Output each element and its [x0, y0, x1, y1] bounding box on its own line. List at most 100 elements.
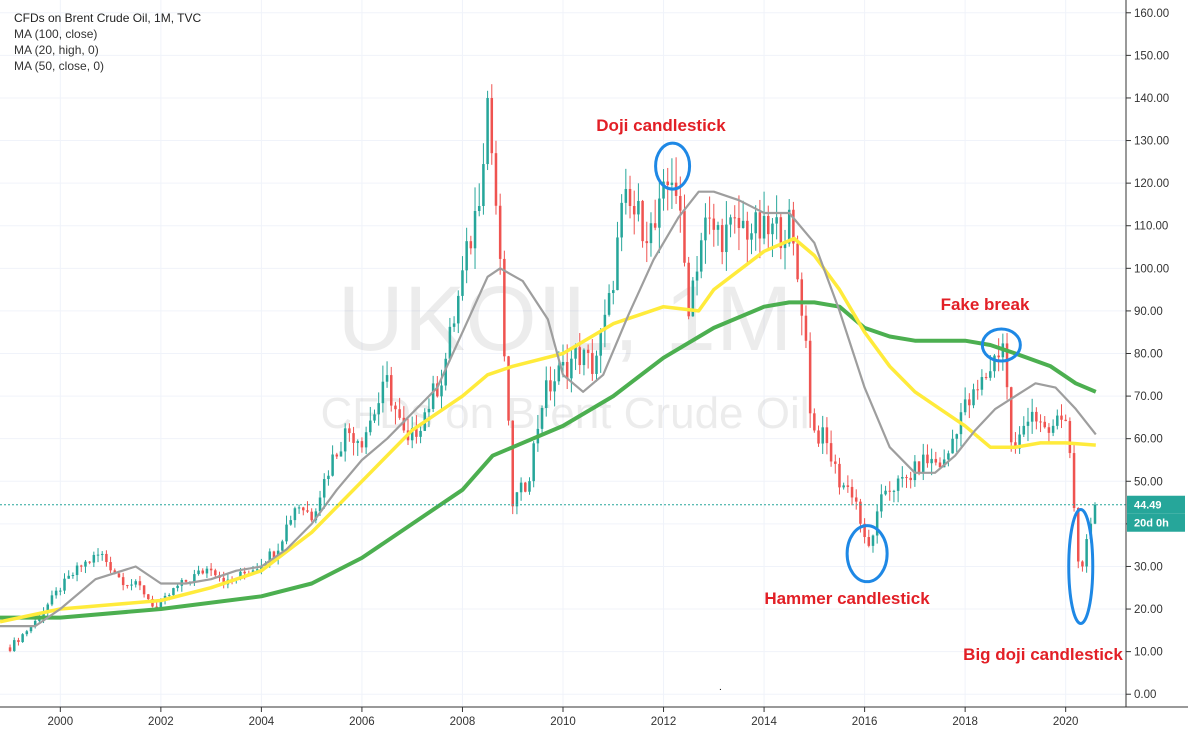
candle-body: [285, 524, 288, 542]
last-price-label: 44.49: [1134, 500, 1162, 512]
candle-body: [482, 164, 485, 206]
candle-body: [21, 634, 24, 643]
candle: [582, 348, 586, 376]
candle: [758, 199, 762, 259]
candle: [1093, 502, 1097, 525]
candle: [490, 84, 494, 165]
candle: [603, 299, 607, 348]
legend-ma20[interactable]: MA (20, high, 0): [14, 43, 99, 57]
candle: [972, 383, 975, 409]
candle-body: [909, 477, 912, 481]
candle: [369, 406, 372, 436]
candle-body: [427, 408, 431, 413]
candle: [461, 256, 464, 301]
candle: [616, 221, 619, 291]
candle-body: [29, 626, 33, 632]
candle: [402, 406, 406, 433]
candle-body: [825, 427, 829, 444]
x-tick-label: 2008: [450, 716, 476, 728]
candle-body: [884, 490, 887, 495]
time-axis[interactable]: 2000 2002 2004 2006 2008 2010 2012 2014 2016 2018…: [48, 707, 1079, 728]
highlight-circle: [654, 141, 692, 191]
candle-body: [628, 188, 632, 207]
candle-body: [997, 355, 1000, 358]
candle-body: [787, 209, 791, 244]
candle: [88, 561, 91, 565]
candle: [854, 489, 858, 510]
candle-body: [741, 220, 745, 228]
candle-body: [494, 153, 498, 206]
candle: [176, 583, 179, 592]
candle: [620, 194, 623, 252]
candle: [834, 454, 837, 474]
candle: [930, 448, 933, 476]
annotations: Doji candlestick Fake break Hammer candles…: [596, 116, 1123, 664]
candle: [741, 200, 745, 229]
candle: [695, 255, 699, 296]
annotation-label: Hammer candlestick: [764, 589, 930, 608]
legend-ma100[interactable]: MA (100, close): [14, 27, 98, 41]
countdown-label: 20d 0h: [1134, 518, 1169, 530]
candle-body: [804, 315, 808, 341]
candle-body: [147, 594, 150, 600]
x-tick-label: 2000: [48, 716, 74, 728]
y-tick-label: 30.00: [1134, 561, 1163, 573]
candle: [100, 551, 104, 561]
candles: [8, 84, 1097, 653]
candle-body: [1056, 415, 1059, 426]
candle-body: [670, 182, 674, 186]
candle-body: [708, 217, 711, 219]
candle-body: [842, 485, 845, 488]
candle: [699, 232, 703, 279]
candle: [683, 194, 686, 267]
candle-body: [984, 377, 988, 379]
candle: [180, 578, 184, 592]
candle-body: [871, 535, 875, 546]
candle-body: [322, 479, 326, 498]
candle-body: [498, 205, 502, 259]
candle-body: [578, 347, 582, 366]
y-tick-label: 100.00: [1134, 263, 1169, 275]
candle-body: [67, 575, 70, 579]
watermark-description: CFDs on Brent Crude Oil: [320, 389, 809, 438]
candle-body: [603, 314, 607, 331]
candle: [993, 354, 996, 378]
candle: [352, 426, 355, 456]
candle: [63, 573, 66, 594]
candle: [482, 143, 485, 215]
legend-ma50[interactable]: MA (50, close, 0): [14, 59, 105, 73]
candle: [926, 444, 929, 468]
candle-body: [272, 551, 276, 558]
candle-body: [649, 223, 653, 244]
candle-body: [972, 389, 975, 406]
candle: [762, 191, 766, 245]
candle-body: [867, 537, 871, 546]
candle: [54, 587, 58, 599]
candle-body: [1047, 427, 1051, 433]
candle-body: [419, 430, 422, 437]
candle-body: [42, 611, 45, 619]
candle-body: [846, 485, 850, 487]
candle: [105, 550, 108, 567]
candle-body: [469, 241, 473, 249]
y-tick-label: 80.00: [1134, 349, 1163, 361]
candle: [612, 280, 615, 305]
candle-body: [951, 438, 954, 454]
y-tick-label: 20.00: [1134, 604, 1163, 616]
symbol-line[interactable]: CFDs on Brent Crude Oil, 1M, TVC: [14, 11, 202, 25]
candle: [553, 369, 556, 407]
candle: [494, 140, 498, 215]
price-axis[interactable]: 0.0010.0020.0030.0040.0050.0060.0070.008…: [1126, 8, 1169, 701]
candle-body: [947, 453, 950, 460]
candle: [130, 579, 133, 591]
candle: [838, 457, 841, 495]
dot-marker: .: [719, 682, 722, 693]
candle: [825, 417, 829, 455]
candle: [980, 369, 984, 396]
candle-body: [800, 279, 804, 316]
candle: [888, 481, 891, 501]
candle-body: [452, 323, 456, 327]
candle-body: [134, 581, 137, 585]
candle-body: [389, 375, 393, 406]
